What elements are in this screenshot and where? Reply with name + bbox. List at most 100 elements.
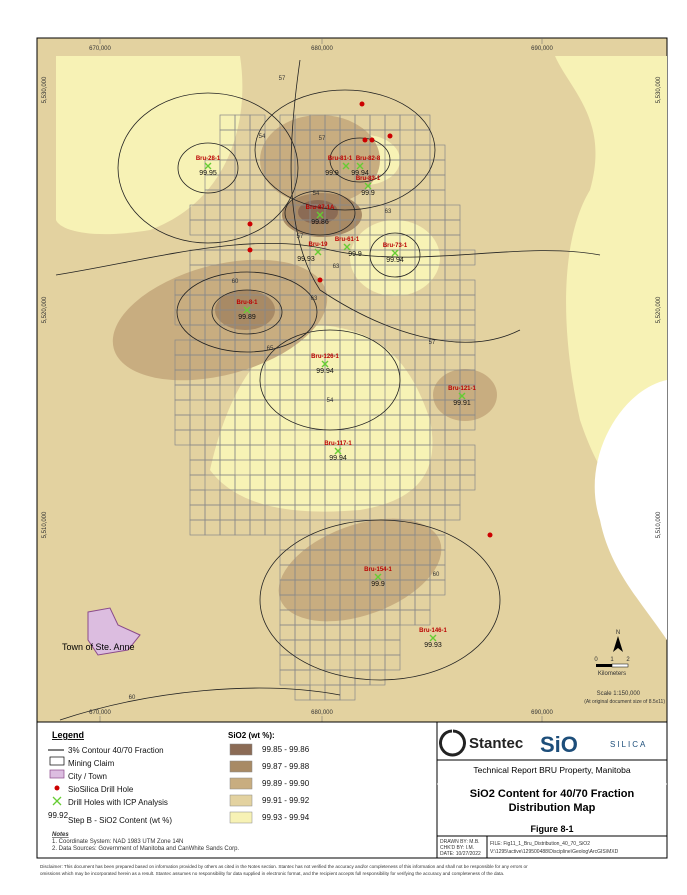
icp-hole bbox=[314, 248, 322, 256]
grid-label-x: 670,000 bbox=[89, 46, 111, 52]
hole-name: Bru-121-1 bbox=[448, 386, 476, 392]
grid-label-x: 680,000 bbox=[311, 710, 333, 716]
contour-label: 65 bbox=[267, 346, 274, 352]
sio2-swatch bbox=[229, 777, 253, 790]
icp-hole bbox=[364, 182, 372, 190]
hole-name: Bru-73-1 bbox=[383, 243, 408, 249]
disclaimer: omissions which may be incorporated here… bbox=[40, 871, 504, 876]
contour-label: 63 bbox=[333, 264, 340, 270]
map-title: SiO2 Content for 40/70 Fraction bbox=[470, 788, 635, 800]
contour-label: 54 bbox=[313, 191, 320, 197]
notes-title: Notes bbox=[52, 832, 69, 838]
note: 2. Data Sources: Government of Manitoba … bbox=[52, 846, 239, 852]
grid-label-y: 5,510,000 bbox=[656, 511, 662, 538]
grid-label-y: 5,520,000 bbox=[656, 296, 662, 323]
contour-label: 63 bbox=[311, 296, 318, 302]
claim bbox=[459, 414, 476, 431]
hole-name: Bru-117-1 bbox=[324, 441, 352, 447]
path: V:\1295\active\129500488\Discipline\Geol… bbox=[490, 849, 619, 855]
sio2-swatch bbox=[229, 760, 253, 773]
hole-name: Bru-81-1 bbox=[328, 156, 353, 162]
sio2-title: SiO2 (wt %): bbox=[228, 731, 275, 740]
hole-value: 99.9 bbox=[348, 251, 362, 258]
icp-hole bbox=[343, 243, 351, 251]
legend-title: Legend bbox=[52, 730, 84, 740]
hole-value: 99.94 bbox=[386, 257, 404, 264]
logo-word: SILICA bbox=[610, 740, 647, 749]
figure-number: Figure 8-1 bbox=[530, 824, 573, 834]
sio2-swatch bbox=[229, 794, 253, 807]
claim bbox=[339, 684, 356, 701]
legend-item: Mining Claim bbox=[68, 759, 115, 768]
legend-item: 3% Contour 40/70 Fraction bbox=[68, 746, 164, 755]
contour-label: 60 bbox=[129, 695, 136, 701]
town-area bbox=[87, 607, 141, 656]
hole-value: 99.95 bbox=[199, 170, 217, 177]
claim bbox=[369, 669, 386, 686]
scale: Scale 1:150,000 bbox=[597, 691, 641, 697]
hole-value: 99.94 bbox=[351, 170, 369, 177]
grid-label-y: 5,530,000 bbox=[656, 76, 662, 103]
town-label: Town of Ste. Anne bbox=[62, 642, 135, 652]
grid-label-y: 5,520,000 bbox=[42, 296, 48, 323]
map-title: Distribution Map bbox=[509, 802, 596, 814]
sio2-swatch bbox=[229, 811, 253, 824]
legend-item: Drill Holes with ICP Analysis bbox=[68, 798, 168, 807]
sio2-swatch bbox=[229, 743, 253, 756]
icp-hole bbox=[316, 211, 324, 219]
note: 1. Coordinate System: NAD 1983 UTM Zone … bbox=[52, 839, 183, 845]
drill-hole bbox=[387, 133, 393, 139]
contour-label: 60 bbox=[433, 572, 440, 578]
hole-name: Bru-87-1A bbox=[306, 205, 335, 211]
sio2-class: 99.91 - 99.92 bbox=[262, 796, 310, 805]
contour-label: 57 bbox=[279, 76, 286, 82]
scale-bar bbox=[596, 636, 629, 668]
icp-hole bbox=[391, 249, 399, 257]
legend-sample: 99.92 bbox=[48, 811, 69, 820]
claim bbox=[459, 249, 476, 266]
icp-hole bbox=[243, 306, 251, 314]
bottom-panel bbox=[36, 721, 668, 859]
icp-hole bbox=[458, 392, 466, 400]
icp-hole bbox=[342, 162, 350, 170]
contour-label: 54 bbox=[259, 134, 266, 140]
contours bbox=[55, 59, 601, 721]
hole-value: 99.86 bbox=[311, 219, 329, 226]
scale-tick: 0 bbox=[594, 657, 598, 663]
contour-label: 57 bbox=[429, 340, 436, 346]
hole-value: 99.9 bbox=[371, 581, 385, 588]
hole-name: Bru-8-1 bbox=[236, 300, 258, 306]
scale-unit: Kilometers bbox=[598, 671, 626, 677]
grid-label-x: 690,000 bbox=[531, 710, 553, 716]
hole-name: Bru-82-8 bbox=[356, 156, 381, 162]
sio2-class: 99.87 - 99.88 bbox=[262, 762, 310, 771]
sio2-class: 99.89 - 99.90 bbox=[262, 779, 310, 788]
claim bbox=[414, 609, 431, 626]
claim bbox=[444, 504, 461, 521]
mining-claims bbox=[174, 114, 476, 701]
drill-hole bbox=[487, 532, 493, 538]
hole-value: 99.91 bbox=[453, 400, 471, 407]
grid-label-y: 5,510,000 bbox=[42, 511, 48, 538]
hole-name: Bru-154-1 bbox=[364, 567, 392, 573]
hole-name: Bru-28-1 bbox=[196, 156, 221, 162]
drawn-by: DRAWN BY: M.B. bbox=[440, 839, 480, 845]
drill-hole bbox=[317, 277, 323, 283]
contour-label: 54 bbox=[327, 398, 334, 404]
legend-item: City / Town bbox=[68, 772, 107, 781]
legend-item: SioSilica Drill Hole bbox=[68, 785, 134, 794]
hole-value: 99.9 bbox=[361, 190, 375, 197]
grid-ticks bbox=[99, 38, 543, 722]
hole-value: 99.89 bbox=[238, 314, 256, 321]
claim bbox=[264, 519, 281, 536]
claim bbox=[429, 579, 446, 596]
drill-hole bbox=[247, 221, 253, 227]
icp-hole bbox=[321, 360, 329, 368]
contour-label: 63 bbox=[385, 209, 392, 215]
icp-hole bbox=[334, 447, 342, 455]
scale-tick: 1 bbox=[610, 657, 614, 663]
hole-name: Bru-61-1 bbox=[335, 237, 360, 243]
scale-tick: 2 bbox=[626, 657, 630, 663]
